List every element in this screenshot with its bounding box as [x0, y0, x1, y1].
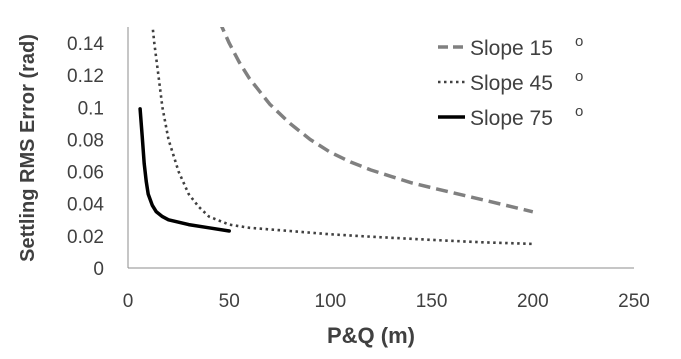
legend-degree-mark: o — [575, 68, 583, 85]
legend: Slope 15 o Slope 45 o Slope 75 o — [438, 33, 583, 130]
legend-item: Slope 75 o — [438, 103, 583, 130]
legend-label: Slope 75 — [470, 107, 553, 130]
y-tick-label: 0.04 — [67, 195, 104, 216]
series-line-2 — [151, 27, 533, 246]
legend-item: Slope 45 o — [438, 68, 583, 95]
y-tick-label: 0.06 — [67, 163, 104, 184]
y-tick-label: 0.02 — [67, 227, 104, 248]
y-axis-label: Settling RMS Error (rad) — [17, 34, 39, 262]
legend-degree-mark: o — [575, 33, 583, 50]
legend-label: Slope 45 — [470, 72, 553, 95]
y-tick-label: 0.12 — [67, 66, 104, 87]
legend-degree-mark: o — [575, 103, 583, 120]
y-tick-label: 0.14 — [67, 34, 104, 55]
series-line-1 — [220, 27, 534, 214]
y-tick-labels: 0 0.02 0.04 0.06 0.08 0.1 0.12 0.14 — [67, 34, 104, 280]
y-tick-label: 0.08 — [67, 130, 104, 151]
x-tick-label: 100 — [315, 291, 347, 312]
x-tick-label: 150 — [416, 291, 448, 312]
x-axis-label: P&Q (m) — [327, 323, 415, 348]
x-tick-labels: 0 50 100 150 200 250 — [123, 291, 650, 312]
x-tick-label: 200 — [517, 291, 549, 312]
x-tick-label: 0 — [123, 291, 134, 312]
x-tick-label: 250 — [618, 291, 650, 312]
series-line-3 — [138, 107, 231, 233]
y-tick-label: 0 — [93, 259, 104, 280]
y-tick-label: 0.1 — [78, 98, 104, 119]
x-tick-label: 50 — [219, 291, 240, 312]
legend-item: Slope 15 o — [438, 33, 583, 60]
legend-label: Slope 15 — [470, 37, 553, 60]
series-layer — [138, 27, 534, 246]
